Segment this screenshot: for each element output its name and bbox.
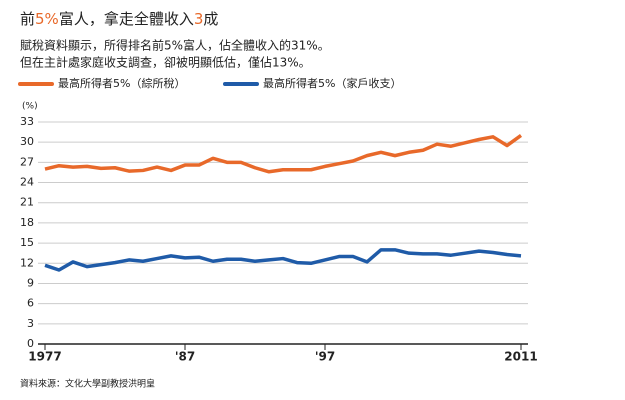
title-part: 成: [203, 10, 218, 28]
y-tick-label: 33: [20, 115, 34, 128]
series-line: [44, 248, 522, 272]
y-tick-label: 30: [20, 135, 34, 148]
x-tick-label: '87: [175, 350, 195, 364]
y-unit: (%): [22, 102, 38, 112]
y-tick-label: 24: [20, 176, 34, 189]
x-tick-label: '97: [315, 350, 335, 364]
y-tick-label: 18: [20, 216, 34, 229]
subtitle: 但在主計處家庭收支調查，卻被明顯低估，僅佔13%。: [20, 55, 311, 70]
title-part: 前: [20, 10, 35, 28]
legend-label: 最高所得者5%（家戶收支）: [263, 76, 401, 90]
y-tick-label: 12: [20, 256, 34, 269]
y-tick-label: 0: [27, 337, 34, 350]
x-tick-label: 1977: [28, 350, 61, 364]
x-tick-label: 2011: [504, 350, 537, 364]
title-part: 3: [194, 10, 204, 28]
y-tick-label: 3: [27, 317, 34, 330]
y-tick-label: 15: [20, 236, 34, 249]
chart-title: 前5%富人，拿走全體收入3成: [20, 10, 218, 28]
legend-label: 最高所得者5%（綜所稅）: [58, 76, 185, 90]
y-tick-label: 21: [20, 196, 34, 209]
y-tick-label: 6: [27, 297, 34, 310]
y-tick-label: 27: [20, 155, 34, 168]
y-tick-label: 9: [27, 276, 34, 289]
title-part: 富人，拿走全體收入: [59, 10, 194, 28]
series-line: [44, 134, 523, 174]
subtitle: 賦稅資料顯示，所得排名前5%富人，佔全體收入的31%。: [20, 38, 330, 53]
title-part: 5%: [35, 10, 59, 28]
source: 資料來源：文化大學副教授洪明皇: [20, 378, 155, 390]
